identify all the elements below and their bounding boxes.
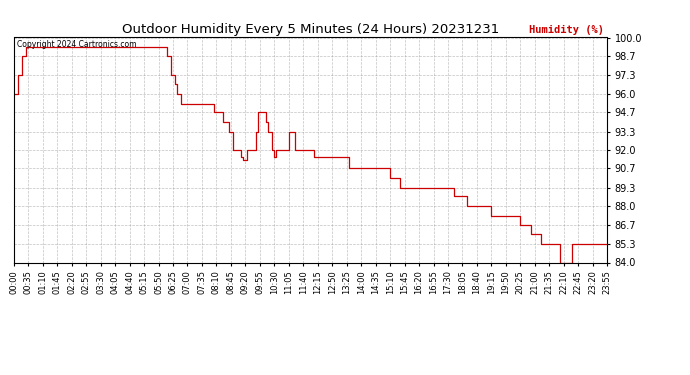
Text: Humidity (%): Humidity (%) [529, 25, 604, 35]
Text: Copyright 2024 Cartronics.com: Copyright 2024 Cartronics.com [17, 40, 136, 49]
Title: Outdoor Humidity Every 5 Minutes (24 Hours) 20231231: Outdoor Humidity Every 5 Minutes (24 Hou… [122, 23, 499, 36]
